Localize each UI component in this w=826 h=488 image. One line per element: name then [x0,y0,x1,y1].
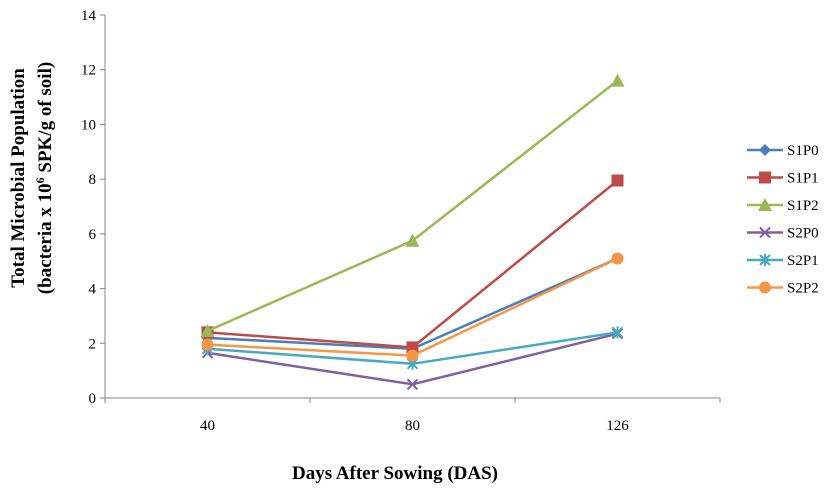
legend-label: S1P2 [787,198,819,214]
legend-label: S1P1 [787,171,819,187]
legend-item-s1p1: S1P1 [747,171,819,187]
y-tick-label: 6 [89,227,97,243]
series-layer [200,73,625,391]
series-line [206,79,619,333]
y-tick-label: 8 [89,172,97,188]
legend-label: S2P0 [787,226,819,242]
y-tick-label: 14 [81,8,97,24]
x-tick-label: 80 [405,418,420,434]
y-tick-label: 10 [81,117,96,133]
x-marker [406,378,419,391]
chart-axes [104,15,720,399]
circle-marker [406,349,419,362]
triangle-marker [758,198,772,211]
y-tick-label: 12 [81,63,96,79]
legend-label: S2P1 [787,253,819,269]
series-s2p2 [201,252,624,362]
x-axis-title: Days After Sowing (DAS) [292,463,498,484]
series-s1p2 [200,73,625,337]
circle-marker [611,252,624,265]
y-tick-label: 0 [89,391,97,407]
legend: S1P0 S1P1 S1P2 S2P0 S2P1 S2P2 [747,143,819,297]
x-axis-ticks: 40 80 126 [104,398,721,434]
circle-marker [201,338,214,351]
star-marker [759,254,771,266]
legend-item-s1p0: S1P0 [747,143,819,159]
square-marker [406,341,419,354]
y-axis-title-line1: Total Microbial Population [8,68,29,288]
star-marker [611,326,624,339]
y-tick-label: 4 [89,282,97,298]
legend-item-s1p2: S1P2 [747,198,819,214]
triangle-marker [405,233,420,247]
series-s1p0 [201,252,624,355]
x-tick-label: 40 [200,418,215,434]
y-tick-label: 2 [89,336,97,352]
legend-item-s2p1: S2P1 [747,253,819,269]
y-axis-ticks: 0 2 4 6 8 10 12 14 [81,8,105,407]
square-marker [611,174,624,187]
square-marker [759,171,771,184]
x-tick-label: 126 [606,418,629,434]
diamond-marker [759,144,771,156]
legend-item-s2p2: S2P2 [747,281,819,297]
y-axis-title: Total Microbial Population (bacteria x 1… [8,62,56,294]
triangle-marker [610,73,625,87]
y-axis-title-line2: (bacteria x 106 SPK/g of soil) [33,62,56,294]
legend-label: S2P2 [787,281,819,297]
triangle-marker [200,323,215,337]
x-marker [759,226,771,239]
series-s1p1 [201,174,624,354]
legend-item-s2p0: S2P0 [747,226,819,242]
legend-label: S1P0 [787,143,819,159]
circle-marker [759,281,771,294]
series-line [207,179,619,349]
